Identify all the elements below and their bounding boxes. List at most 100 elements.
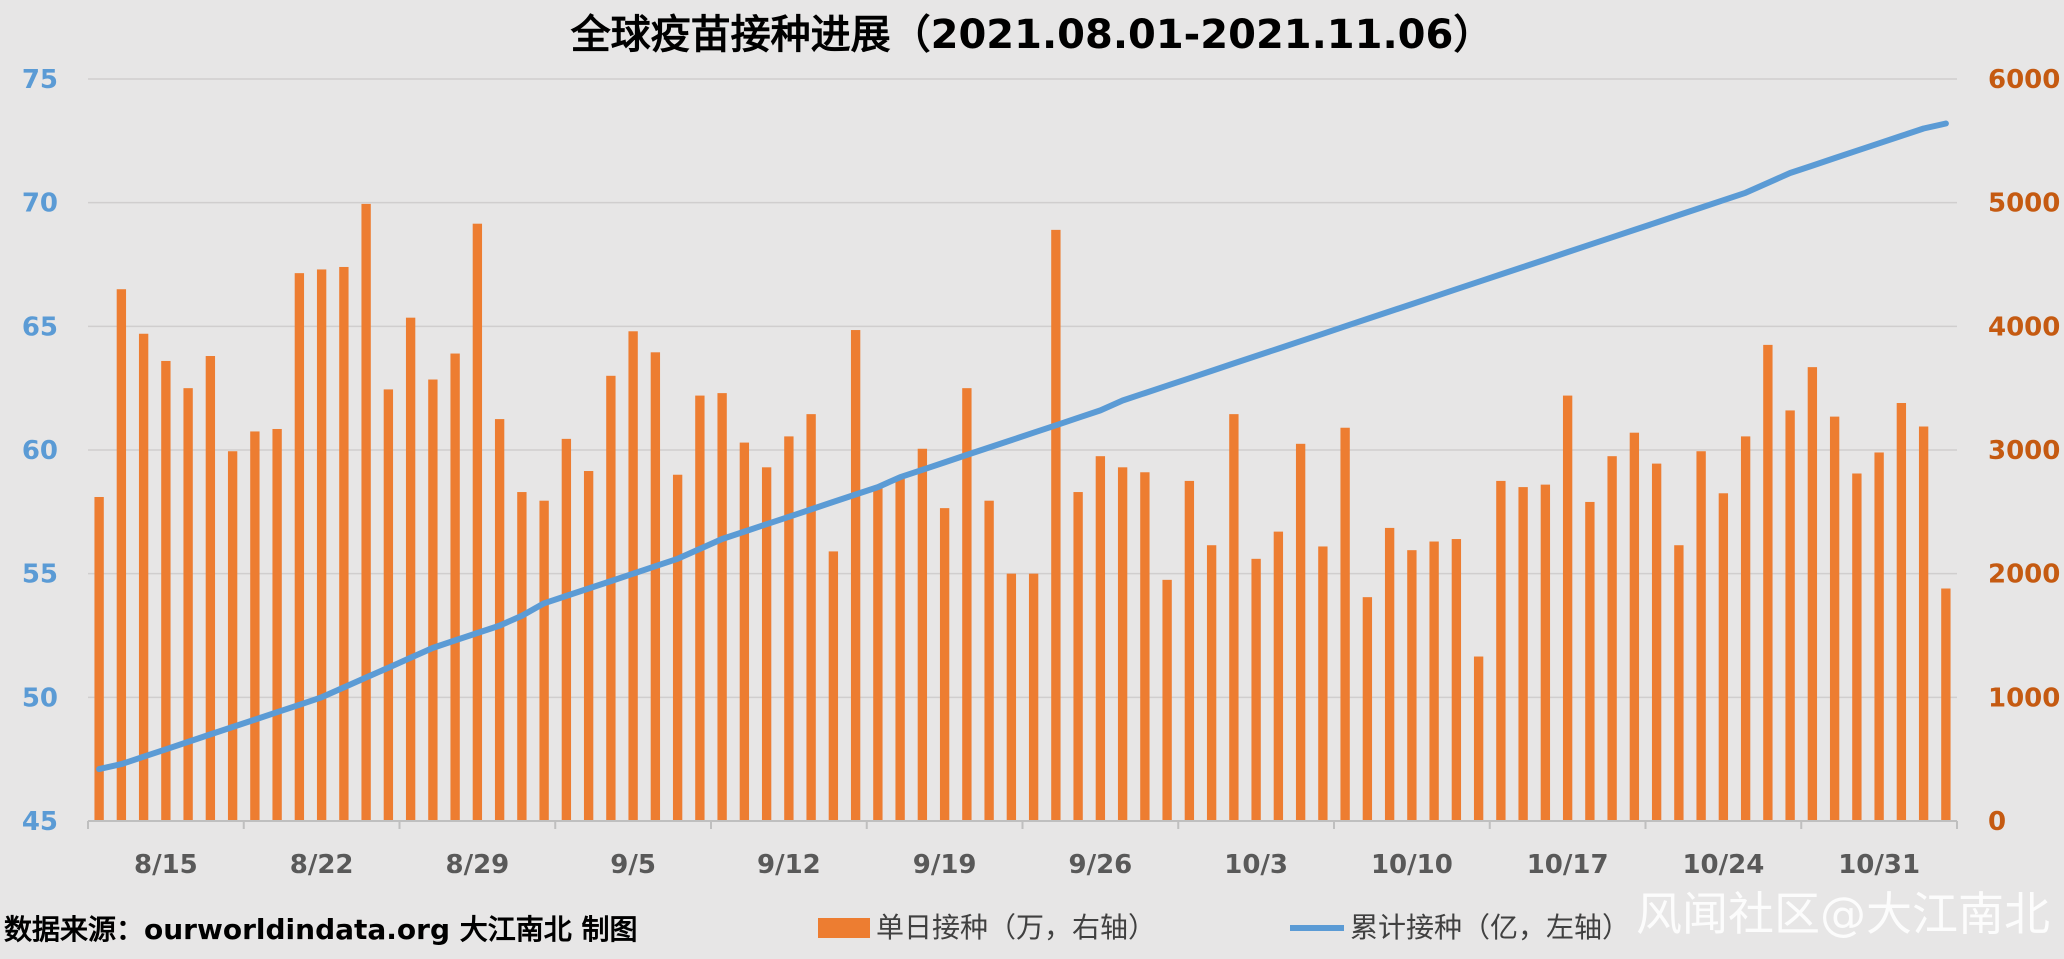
x-tick-label: 9/5 (610, 850, 656, 880)
left-tick-label: 65 (22, 312, 58, 342)
bar (1852, 473, 1862, 821)
source-note: 数据来源：ourworldindata.org 大江南北 制图 (4, 913, 638, 946)
left-axis-ticks: 45 50 55 60 65 70 75 (22, 65, 58, 837)
x-tick-label: 8/22 (290, 850, 354, 880)
bar (1651, 463, 1662, 821)
left-tick-label: 45 (22, 807, 58, 837)
watermark: 风闻社区@大江南北 (1636, 887, 2050, 941)
bar (1429, 541, 1439, 821)
bar (472, 223, 483, 821)
chart-title: 全球疫苗接种进展（2021.08.01-2021.11.06） (570, 12, 1494, 58)
bar (116, 289, 127, 821)
bar (672, 474, 683, 821)
bar (917, 448, 928, 821)
x-tick-label: 10/31 (1838, 850, 1920, 880)
x-tick-label: 9/19 (913, 850, 977, 880)
bar (1051, 229, 1061, 821)
legend-bar-swatch (818, 918, 870, 938)
bar (1718, 493, 1729, 821)
x-tick-label: 10/24 (1682, 850, 1764, 880)
bar (1829, 416, 1840, 821)
bar (939, 508, 950, 821)
bar (1540, 484, 1551, 821)
bar (1918, 426, 1929, 821)
x-tick-label: 9/12 (757, 850, 821, 880)
bar (1941, 588, 1951, 821)
right-tick-label: 1000 (1988, 683, 2060, 713)
bar (1451, 539, 1462, 821)
bar (1384, 527, 1395, 821)
bar (1740, 436, 1751, 821)
bar (739, 442, 750, 821)
bar (1140, 472, 1150, 821)
bar (183, 388, 193, 821)
right-tick-label: 3000 (1988, 436, 2060, 466)
x-tick-label: 10/17 (1527, 850, 1609, 880)
bar (250, 431, 260, 821)
bar (1318, 546, 1328, 821)
bar (828, 551, 839, 821)
cumulative-line (96, 120, 1949, 773)
bar (205, 356, 216, 821)
legend-line-label: 累计接种（亿，左轴） (1350, 911, 1630, 944)
right-tick-label: 0 (1988, 807, 2006, 837)
left-tick-label: 75 (22, 65, 58, 95)
bar (539, 500, 549, 821)
cumulative-line-group (96, 120, 1949, 773)
x-tick-label: 10/3 (1224, 850, 1288, 880)
bar (583, 471, 594, 821)
bar (450, 353, 460, 821)
right-axis-ticks: 0 1000 2000 3000 4000 5000 6000 (1988, 65, 2060, 837)
bar (517, 492, 527, 821)
bar (1763, 344, 1773, 821)
bar (1696, 451, 1706, 821)
bar (873, 485, 883, 821)
bar (161, 360, 171, 821)
bar (494, 419, 505, 821)
bar (1006, 573, 1017, 821)
bar (294, 273, 305, 821)
bar (850, 330, 861, 821)
legend: 单日接种（万，右轴） 累计接种（亿，左轴） (818, 911, 1630, 944)
bar (1184, 480, 1195, 821)
bar (1607, 456, 1617, 821)
bar (784, 436, 794, 821)
bar (962, 388, 972, 821)
x-tick-label: 10/10 (1371, 850, 1453, 880)
x-tick-label: 9/26 (1068, 850, 1132, 880)
x-axis-ticks: 8/15 8/22 8/29 9/5 9/12 9/19 9/26 10/3 10/10 10/1… (134, 850, 1920, 880)
left-tick-label: 60 (22, 436, 58, 466)
x-tick-label: 8/29 (445, 850, 509, 880)
gridlines (88, 78, 1957, 699)
bar (1874, 452, 1884, 821)
bar (405, 317, 416, 821)
right-tick-label: 2000 (1988, 560, 2060, 590)
bar (227, 451, 238, 821)
bar (895, 477, 905, 821)
bar (1562, 395, 1573, 821)
bar (1496, 480, 1506, 821)
bar (1674, 545, 1684, 821)
bar (695, 395, 705, 821)
bar (606, 375, 616, 821)
bar (1273, 531, 1284, 821)
bar (1162, 579, 1172, 821)
bar (1785, 410, 1795, 821)
bar (361, 203, 371, 822)
bar (316, 269, 327, 821)
bar (272, 428, 282, 821)
right-tick-label: 5000 (1988, 189, 2060, 219)
right-tick-label: 6000 (1988, 65, 2060, 95)
bar (561, 438, 572, 821)
bar (1229, 414, 1239, 821)
bar (650, 352, 661, 821)
bar (1518, 487, 1528, 821)
left-tick-label: 50 (22, 683, 58, 713)
bar (1028, 573, 1039, 821)
bar (1251, 558, 1261, 821)
left-tick-label: 70 (22, 189, 58, 219)
right-tick-label: 4000 (1988, 312, 2060, 342)
x-tick-label: 8/15 (134, 850, 198, 880)
bar (1340, 427, 1350, 821)
